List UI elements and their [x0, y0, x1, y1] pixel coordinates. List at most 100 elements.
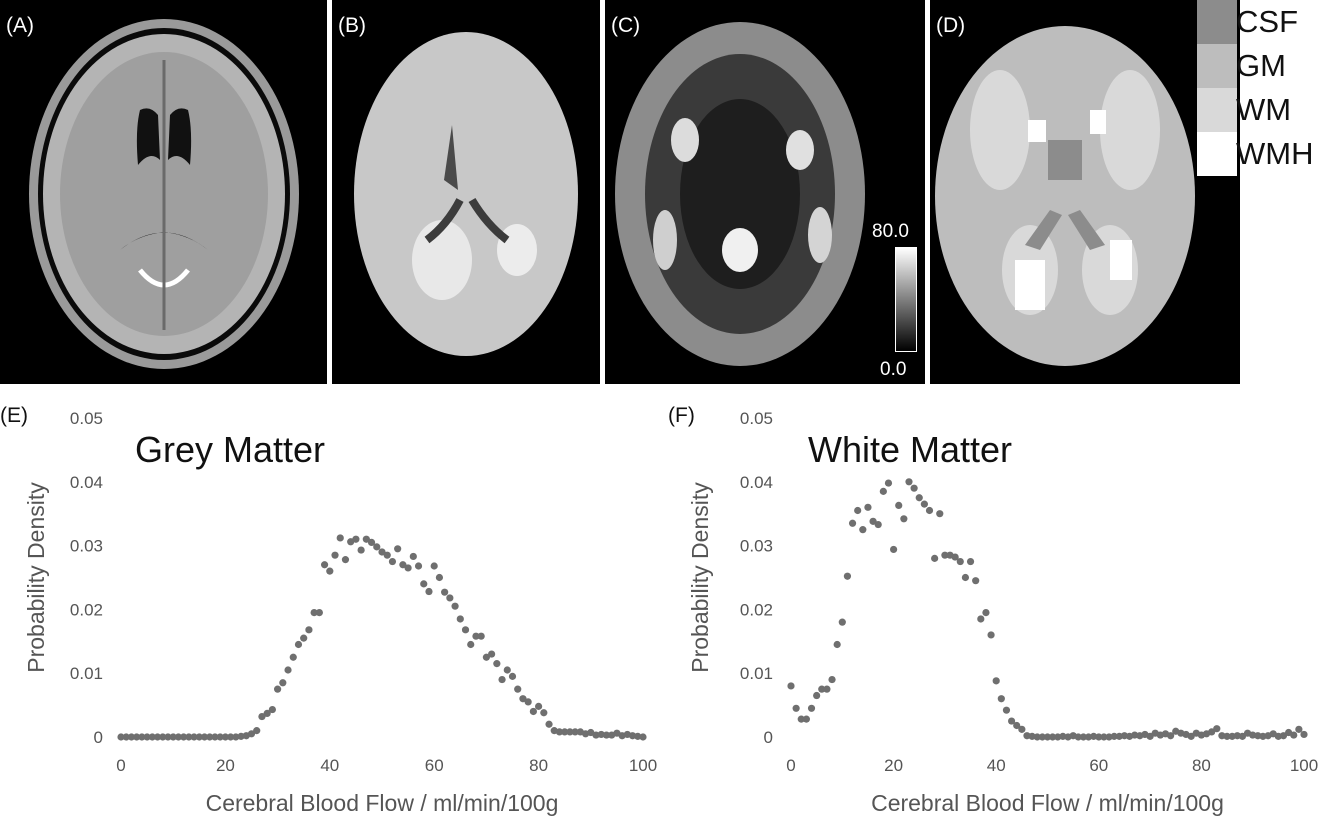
data-point: [456, 615, 464, 623]
panel-b-perfusion: (B): [332, 0, 600, 384]
data-point: [451, 602, 459, 610]
data-point: [854, 506, 862, 515]
data-point: [133, 733, 141, 741]
data-point: [300, 634, 308, 642]
data-point: [268, 705, 276, 714]
data-point: [498, 675, 506, 684]
data-point: [895, 501, 903, 510]
legend-label-csf: CSF: [1236, 4, 1298, 39]
data-point: [884, 479, 893, 487]
panel-c-label: (C): [611, 14, 641, 37]
data-point: [874, 520, 882, 529]
legend-swatch-wm: [1197, 88, 1237, 132]
data-point: [378, 548, 386, 556]
data-point: [441, 588, 449, 596]
data-point: [294, 640, 303, 649]
data-point: [326, 567, 334, 575]
panel-d-segmentation: (D): [930, 0, 1240, 384]
data-point: [227, 733, 235, 741]
legend-label-gm: GM: [1236, 48, 1286, 83]
white-matter-scatter-plot: (F) White Matter 0 0.01 0.02 0.03 0.04 0.05 0 20 4…: [668, 404, 1318, 816]
data-point: [628, 732, 637, 740]
data-point: [540, 709, 548, 717]
data-point: [373, 543, 381, 551]
data-point: [174, 733, 183, 741]
data-point: [446, 594, 454, 602]
data-point: [545, 720, 553, 728]
data-point: [555, 728, 564, 736]
data-point: [1079, 733, 1088, 741]
y-tick-label: 0.04: [740, 473, 773, 492]
data-point: [253, 727, 261, 735]
data-point: [905, 478, 913, 486]
data-point: [639, 733, 647, 741]
x-tick-label: 0: [116, 756, 125, 775]
data-point: [1033, 733, 1041, 741]
data-point: [477, 632, 485, 640]
panel-a-label: (A): [6, 14, 34, 37]
cbf-brain-image: [615, 22, 865, 366]
data-point: [341, 556, 350, 564]
data-point: [138, 733, 146, 741]
data-point: [420, 580, 428, 588]
x-tick-label: 40: [987, 756, 1006, 775]
data-point: [425, 587, 433, 596]
data-point: [890, 545, 898, 554]
x-tick-label: 60: [1089, 756, 1108, 775]
data-point: [833, 640, 841, 649]
legend-swatch-csf: [1197, 0, 1237, 44]
data-point: [169, 733, 177, 741]
data-point: [1049, 733, 1057, 741]
data-point: [336, 534, 344, 542]
data-point: [206, 733, 214, 741]
data-point: [910, 484, 918, 492]
data-point: [127, 733, 136, 741]
y-tick-label: 0.02: [70, 600, 103, 619]
data-point: [1018, 725, 1026, 733]
data-point: [997, 695, 1005, 703]
data-point: [1002, 706, 1011, 714]
y-tick-label: 0: [94, 728, 103, 747]
legend-label-wm: WM: [1236, 92, 1292, 127]
data-point: [279, 679, 287, 687]
chart-title: White Matter: [808, 429, 1012, 470]
data-point: [920, 500, 928, 508]
y-axis-label: Probability Density: [23, 482, 49, 673]
data-point: [977, 615, 985, 623]
legend-swatch-gm: [1197, 44, 1237, 88]
data-point: [1100, 733, 1108, 741]
data-point: [305, 626, 313, 634]
data-point: [367, 538, 376, 547]
data-point: [966, 557, 975, 566]
perfusion-brain-image: [354, 32, 578, 356]
data-point: [399, 561, 407, 569]
data-point: [524, 698, 532, 706]
data-point: [848, 519, 857, 527]
x-axis-label: Cerebral Blood Flow / ml/min/100g: [871, 790, 1224, 816]
panel-d-label: (D): [936, 14, 966, 37]
x-tick-label: 20: [884, 756, 903, 775]
y-tick-label: 0.01: [70, 664, 103, 683]
x-tick-label: 100: [629, 756, 657, 775]
panel-a-flair: (A): [0, 0, 327, 384]
data-point: [982, 608, 990, 617]
data-point: [482, 653, 490, 661]
grey-matter-scatter-plot: (E) Grey Matter 0 0.01 0.02 0.03 0.04 0.05 0 20 40…: [0, 404, 657, 816]
data-point: [488, 650, 496, 658]
data-point: [936, 510, 944, 518]
data-point: [634, 732, 642, 740]
panel-label: (F): [668, 404, 695, 427]
y-tick-label: 0.02: [740, 600, 773, 619]
data-point: [519, 695, 527, 703]
x-axis-label: Cerebral Blood Flow / ml/min/100g: [206, 790, 559, 816]
data-point: [1043, 733, 1052, 741]
data-point: [566, 728, 574, 736]
data-point: [404, 564, 412, 572]
data-point: [388, 557, 397, 566]
data-point: [931, 554, 939, 562]
data-point: [1110, 732, 1118, 740]
data-point: [185, 733, 193, 741]
data-point: [802, 715, 810, 723]
data-point: [284, 666, 292, 674]
chart-grey-matter: (E) Grey Matter 0 0.01 0.02 0.03 0.04 0.05 0 20 40…: [0, 390, 660, 820]
